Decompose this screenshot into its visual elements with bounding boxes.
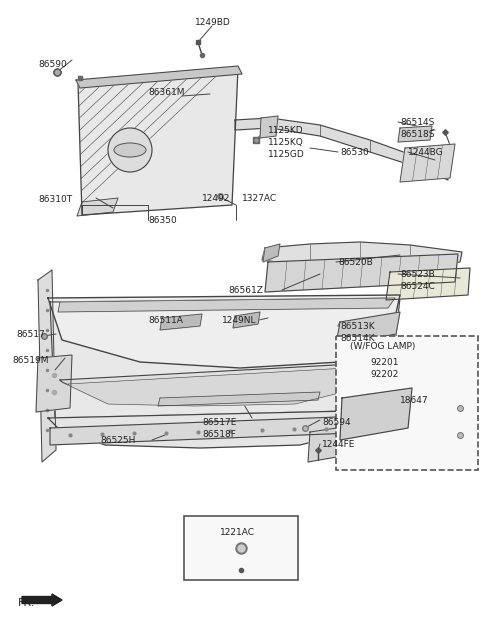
Polygon shape <box>336 312 400 345</box>
Text: 18647: 18647 <box>400 396 429 405</box>
Text: 1221AC: 1221AC <box>220 528 255 537</box>
Text: 86520B: 86520B <box>338 258 373 267</box>
Text: (W/FOG LAMP): (W/FOG LAMP) <box>350 342 415 351</box>
Text: 92202: 92202 <box>370 370 398 379</box>
Text: 86594: 86594 <box>322 418 350 427</box>
Polygon shape <box>50 415 390 445</box>
Text: 86514K: 86514K <box>340 334 374 343</box>
Text: 86517: 86517 <box>16 330 45 339</box>
Text: 86518S: 86518S <box>400 130 434 139</box>
Text: 86524C: 86524C <box>400 282 435 291</box>
Polygon shape <box>77 198 118 216</box>
Text: 1125GD: 1125GD <box>268 150 305 159</box>
Polygon shape <box>308 420 390 462</box>
Text: 86530: 86530 <box>340 148 369 157</box>
Polygon shape <box>48 295 400 368</box>
Text: 86361M: 86361M <box>148 88 184 97</box>
Text: 1244FE: 1244FE <box>322 440 355 449</box>
Text: 86518F: 86518F <box>202 430 236 439</box>
FancyBboxPatch shape <box>336 336 478 470</box>
Text: 86523B: 86523B <box>400 270 435 279</box>
Polygon shape <box>386 268 470 300</box>
Text: 92201: 92201 <box>370 358 398 367</box>
Text: 86514S: 86514S <box>400 118 434 127</box>
Polygon shape <box>340 388 412 440</box>
Text: 86517E: 86517E <box>202 418 236 427</box>
FancyArrow shape <box>22 594 62 606</box>
Polygon shape <box>260 116 278 138</box>
Text: 86525H: 86525H <box>100 436 135 445</box>
Text: 1125KQ: 1125KQ <box>268 138 304 147</box>
Polygon shape <box>68 366 382 406</box>
Polygon shape <box>400 144 455 182</box>
Text: 1244BG: 1244BG <box>408 148 444 157</box>
Ellipse shape <box>114 143 146 157</box>
Polygon shape <box>58 298 395 312</box>
Text: 1249NL: 1249NL <box>222 316 256 325</box>
Text: 86561Z: 86561Z <box>228 286 263 295</box>
Polygon shape <box>265 254 458 292</box>
Text: 12492: 12492 <box>202 194 230 203</box>
Text: 86310T: 86310T <box>38 195 72 204</box>
Polygon shape <box>262 242 462 272</box>
Polygon shape <box>50 298 400 418</box>
Text: 86350: 86350 <box>148 216 177 225</box>
Text: 86513K: 86513K <box>340 322 374 331</box>
Polygon shape <box>38 270 56 462</box>
Text: 86519M: 86519M <box>12 356 48 365</box>
FancyBboxPatch shape <box>184 516 298 580</box>
Polygon shape <box>235 118 448 180</box>
Polygon shape <box>398 126 432 142</box>
Polygon shape <box>160 314 202 330</box>
Circle shape <box>108 128 152 172</box>
Polygon shape <box>48 410 392 448</box>
Polygon shape <box>76 66 242 88</box>
Text: FR.: FR. <box>18 598 36 608</box>
Polygon shape <box>78 68 238 215</box>
Text: 86590: 86590 <box>38 60 67 69</box>
Polygon shape <box>158 392 320 406</box>
Text: 1327AC: 1327AC <box>242 194 277 203</box>
Polygon shape <box>233 312 260 328</box>
Text: 86511A: 86511A <box>148 316 183 325</box>
Text: 1249BD: 1249BD <box>195 18 231 27</box>
Polygon shape <box>36 355 72 412</box>
Text: 1125KD: 1125KD <box>268 126 304 135</box>
Polygon shape <box>60 362 390 402</box>
Polygon shape <box>263 244 280 262</box>
